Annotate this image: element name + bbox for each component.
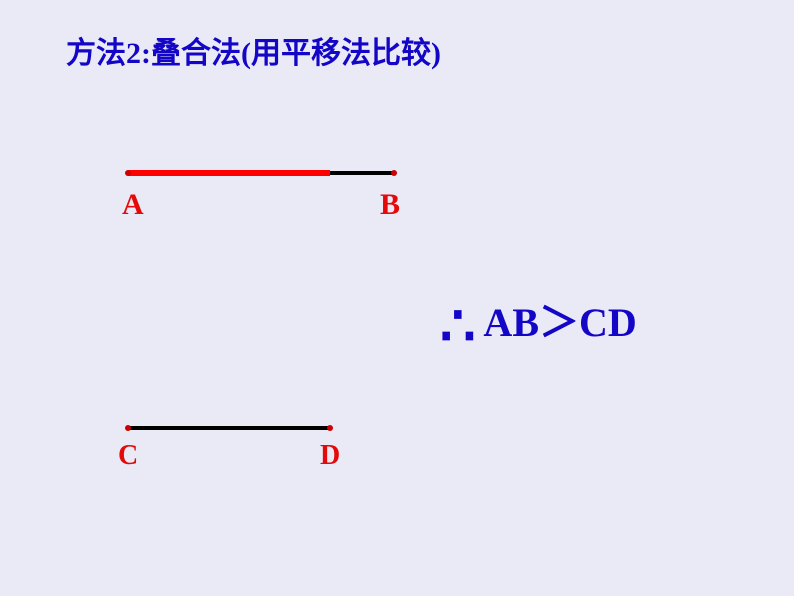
endpoint-b bbox=[391, 170, 397, 176]
geometry-diagram bbox=[0, 0, 794, 596]
label-a-text: A bbox=[122, 188, 144, 221]
label-c: C bbox=[118, 440, 138, 472]
label-b-text: B bbox=[380, 188, 400, 221]
endpoint-d bbox=[327, 425, 333, 431]
label-b: B bbox=[380, 188, 400, 222]
label-c-text: C bbox=[118, 440, 138, 471]
conclusion-text: AB＞CD bbox=[476, 300, 637, 345]
label-d-text: D bbox=[320, 440, 340, 471]
endpoint-c bbox=[125, 425, 131, 431]
conclusion: ∴ AB＞CD bbox=[440, 290, 637, 359]
endpoint-a bbox=[125, 170, 131, 176]
label-d: D bbox=[320, 440, 340, 472]
label-a: A bbox=[122, 188, 144, 222]
slide: 方法2:叠合法(用平移法比较) A B C D ∴ AB＞CD bbox=[0, 0, 794, 596]
therefore-symbol: ∴ bbox=[440, 294, 476, 359]
